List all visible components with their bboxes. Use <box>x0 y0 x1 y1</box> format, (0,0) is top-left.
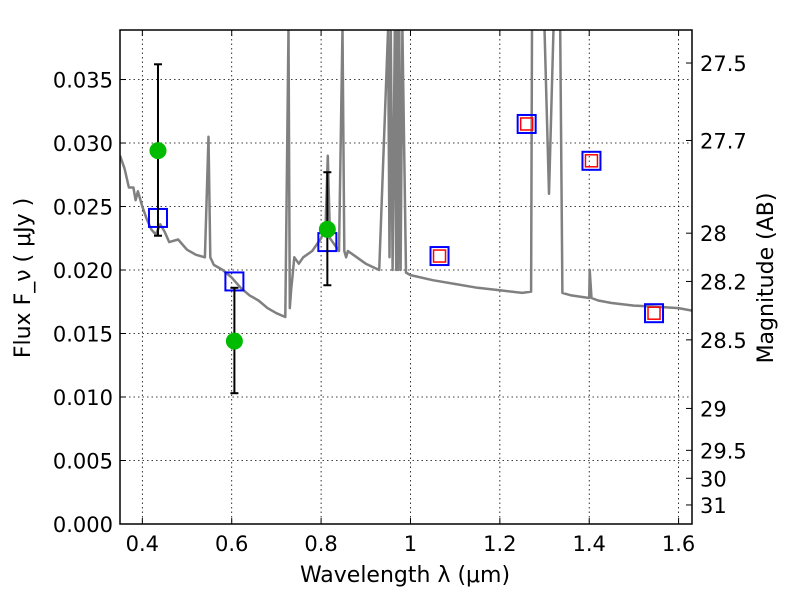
model-band-square <box>581 150 602 171</box>
model-spectrum-line <box>120 30 692 319</box>
x-tick-label: 0.8 <box>304 532 337 556</box>
model-band-square <box>516 113 537 134</box>
grid <box>120 30 692 525</box>
plot-frame <box>119 29 693 525</box>
x-tick-label: 0.4 <box>126 532 159 556</box>
y-axis-title: Flux F_ν ( μJy ) <box>11 198 36 358</box>
observed-point <box>318 220 336 238</box>
spectrum-layer <box>120 30 692 319</box>
y2-axis-title: Magnitude (AB) <box>754 193 779 364</box>
y2-tick-label: 29.5 <box>700 439 747 463</box>
y-tick-label: 0.015 <box>53 323 113 347</box>
x-axis-title: Wavelength λ (μm) <box>300 563 510 588</box>
y2-tick-label: 30 <box>700 467 727 491</box>
points-layer <box>147 63 665 395</box>
x-tick-label: 1.4 <box>573 532 606 556</box>
y2-tick-label: 29 <box>700 397 727 421</box>
observed-point <box>225 332 243 350</box>
y-tick-label: 0.020 <box>53 259 113 283</box>
y-tick-label: 0.010 <box>53 386 113 410</box>
measurement-square <box>432 249 447 263</box>
axes: 0.4 0.6 0.8 1 1.2 1.4 1.6 0.000 0.005 0.010 0.015 0… <box>53 30 747 556</box>
x-tick-label: 1.6 <box>662 532 695 556</box>
y-tick-label: 0.005 <box>53 450 113 474</box>
y-tick-label: 0.000 <box>53 513 113 537</box>
measurement-square <box>584 154 599 168</box>
measurement-square <box>647 306 661 320</box>
x-tick-label: 1 <box>404 532 417 556</box>
y-tick-label: 0.025 <box>53 196 113 220</box>
measurement-square <box>519 117 534 131</box>
x-tick-label: 0.6 <box>215 532 248 556</box>
model-band-square <box>644 303 665 324</box>
y2-tick-label: 28.2 <box>700 270 747 294</box>
y2-tick-label: 28.5 <box>700 329 747 353</box>
model-band-square <box>429 246 450 267</box>
y2-tick-label: 31 <box>700 494 727 518</box>
x-tick-label: 1.2 <box>483 532 516 556</box>
observed-point <box>149 142 167 160</box>
y2-tick-label: 28 <box>700 222 727 246</box>
y-tick-label: 0.035 <box>53 69 113 93</box>
y2-tick-label: 27.5 <box>700 52 747 76</box>
y-tick-label: 0.030 <box>53 132 113 156</box>
y2-tick-label: 27.7 <box>700 129 747 153</box>
